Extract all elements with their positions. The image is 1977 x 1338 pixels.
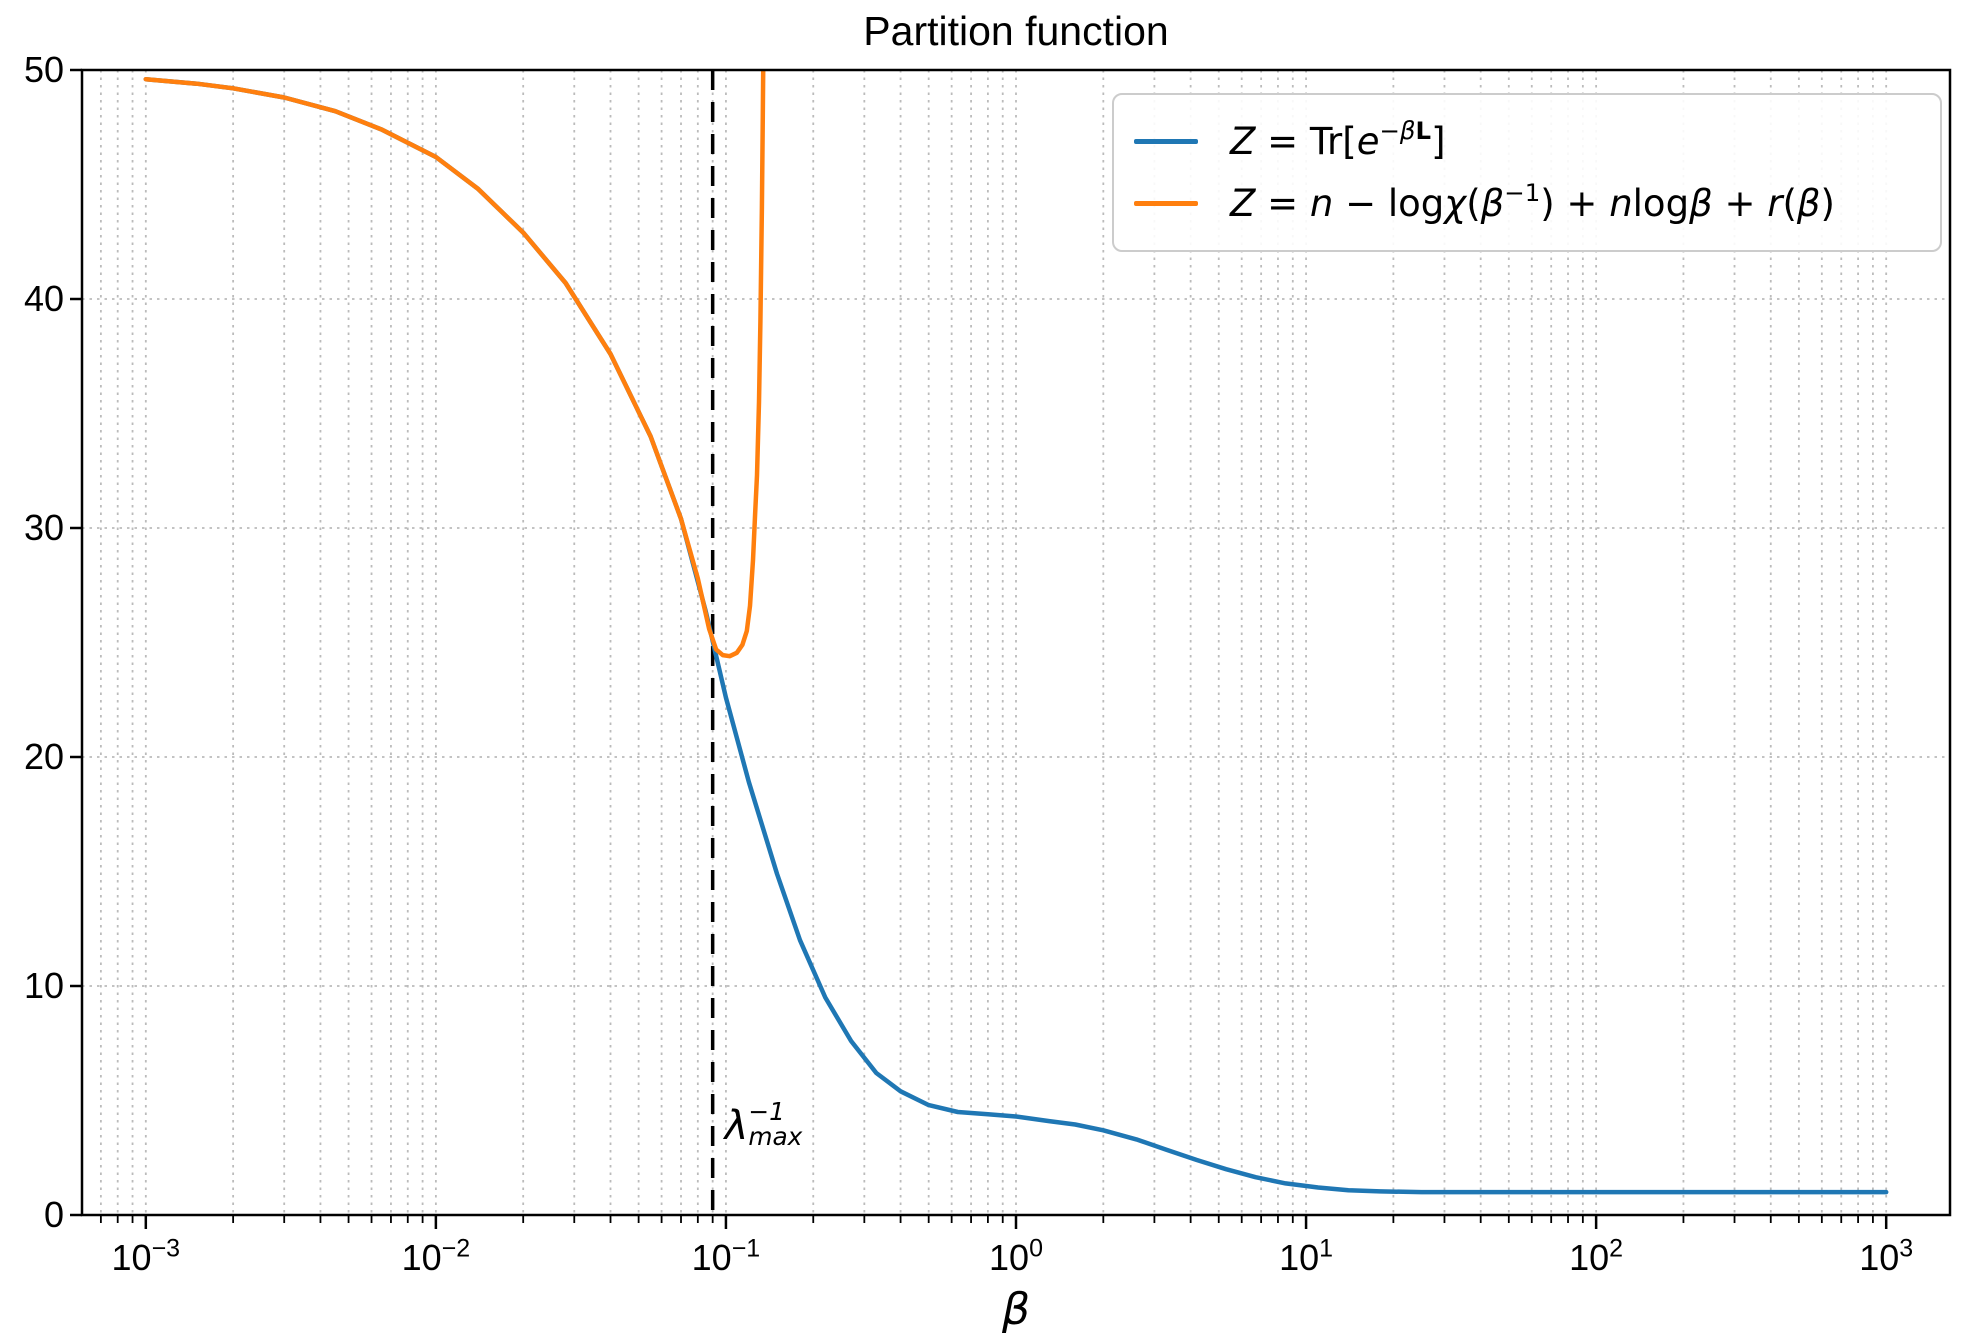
- series-curves: [143, 70, 1889, 1195]
- series-line-1: [143, 70, 766, 659]
- gridlines: [82, 70, 1950, 1215]
- tick-marks: [70, 68, 1888, 1229]
- series-line-0: [143, 76, 1889, 1195]
